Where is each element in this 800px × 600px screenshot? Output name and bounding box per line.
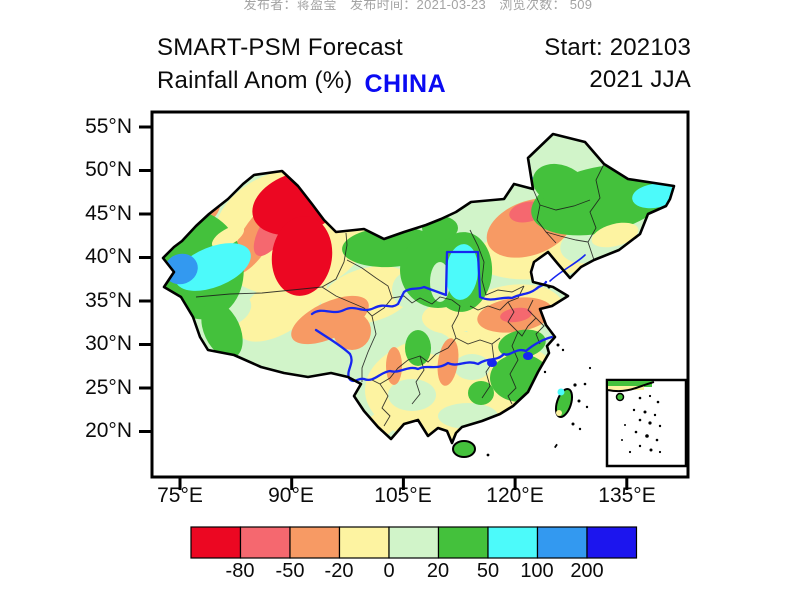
- cb-label-m80: -80: [225, 560, 255, 582]
- colorbar-cell: [338, 526, 390, 559]
- start-label: Start: 202103: [544, 34, 691, 61]
- season-label: 2021 JJA: [589, 66, 691, 93]
- cb-label-m50: -50: [275, 560, 305, 582]
- x-tick-120e: 120°E: [486, 484, 544, 507]
- anomaly-field: [163, 134, 674, 443]
- colorbar-cell: [536, 526, 588, 559]
- cb-label-50: 50: [476, 560, 500, 582]
- province-boundaries: [195, 163, 605, 427]
- colorbar-cell: [289, 526, 341, 559]
- yellow-river: [310, 250, 548, 316]
- cb-label-20: 20: [426, 560, 450, 582]
- dongting-lake: [487, 359, 497, 367]
- colorbar-cell: [239, 526, 291, 559]
- offshore-islands: [486, 285, 592, 457]
- y-tick-30n: 30°N: [85, 332, 132, 355]
- colorbar-cell: [437, 526, 489, 559]
- region-label: CHINA: [364, 70, 447, 98]
- colorbar-cell: [586, 526, 638, 559]
- south-china-sea-inset: [605, 378, 688, 468]
- y-tick-55n: 55°N: [85, 115, 132, 138]
- poyang-lake: [523, 352, 533, 360]
- yangtze-river: [314, 328, 554, 383]
- chart-title-line1: SMART-PSM Forecast: [157, 34, 403, 61]
- cb-label-0: 0: [383, 560, 395, 582]
- cb-label-m20: -20: [324, 560, 354, 582]
- x-tick-105e: 105°E: [374, 484, 432, 507]
- plot-frame: [150, 110, 690, 479]
- liao-river: [549, 254, 586, 282]
- y-tick-40n: 40°N: [85, 245, 132, 268]
- x-tick-135e: 135°E: [598, 484, 656, 507]
- chart-title-line2: Rainfall Anom (%): [157, 67, 353, 94]
- taiwan-island: [554, 388, 574, 418]
- y-tick-35n: 35°N: [85, 289, 132, 312]
- chart-title-line2-row: Rainfall Anom (%) CHINA: [157, 66, 447, 98]
- colorbar-cell: [388, 526, 440, 559]
- y-tick-20n: 20°N: [85, 419, 132, 442]
- y-tick-45n: 45°N: [85, 202, 132, 225]
- y-tick-50n: 50°N: [85, 158, 132, 181]
- colorbar-cell: [190, 526, 242, 559]
- china-outline: [161, 132, 676, 445]
- x-tick-90e: 90°E: [268, 484, 314, 507]
- colorbar: [190, 526, 638, 559]
- axis-ticks: [139, 125, 629, 490]
- colorbar-cell: [487, 526, 539, 559]
- hainan-island: [452, 440, 476, 458]
- x-tick-75e: 75°E: [157, 484, 203, 507]
- y-tick-25n: 25°N: [85, 376, 132, 399]
- publish-meta-line: 发布者：蒋盈莹 发布时间：2021-03-23 浏览次数： 509: [243, 0, 593, 12]
- cb-label-200: 200: [570, 560, 604, 582]
- rivers: [310, 250, 586, 383]
- cb-label-100: 100: [520, 560, 554, 582]
